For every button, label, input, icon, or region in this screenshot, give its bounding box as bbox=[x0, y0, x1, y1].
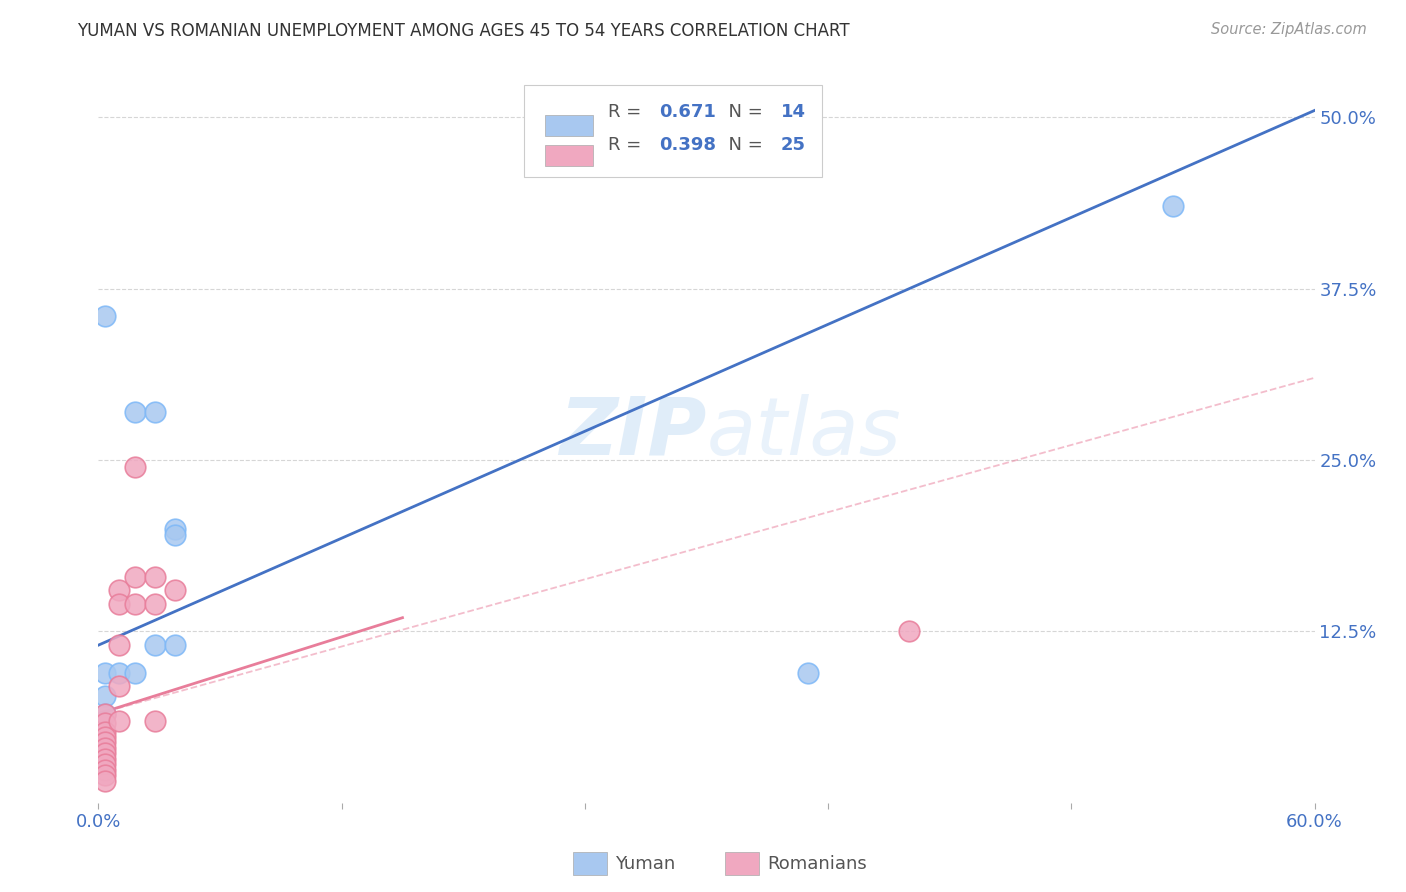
Text: N =: N = bbox=[717, 103, 769, 121]
Point bbox=[143, 714, 166, 728]
Point bbox=[93, 706, 115, 721]
Point bbox=[93, 730, 115, 744]
Point bbox=[93, 665, 115, 680]
Text: Yuman: Yuman bbox=[616, 855, 675, 872]
Text: ZIP: ZIP bbox=[560, 393, 707, 472]
Text: R =: R = bbox=[607, 103, 647, 121]
Point bbox=[107, 714, 129, 728]
Point bbox=[143, 405, 166, 419]
Point bbox=[124, 569, 146, 583]
FancyBboxPatch shape bbox=[544, 145, 593, 166]
Point bbox=[93, 689, 115, 703]
Point bbox=[93, 724, 115, 739]
Point bbox=[93, 747, 115, 761]
Point bbox=[93, 773, 115, 788]
Text: N =: N = bbox=[717, 136, 769, 154]
Text: R =: R = bbox=[607, 136, 647, 154]
FancyBboxPatch shape bbox=[524, 85, 823, 178]
Point bbox=[898, 624, 921, 639]
Point bbox=[165, 528, 187, 542]
Point bbox=[93, 735, 115, 749]
Point bbox=[93, 763, 115, 777]
Text: 0.671: 0.671 bbox=[659, 103, 716, 121]
Text: Source: ZipAtlas.com: Source: ZipAtlas.com bbox=[1211, 22, 1367, 37]
Point bbox=[93, 741, 115, 756]
Point bbox=[107, 665, 129, 680]
Point bbox=[143, 638, 166, 652]
Point bbox=[124, 405, 146, 419]
Text: YUMAN VS ROMANIAN UNEMPLOYMENT AMONG AGES 45 TO 54 YEARS CORRELATION CHART: YUMAN VS ROMANIAN UNEMPLOYMENT AMONG AGE… bbox=[77, 22, 851, 40]
Point bbox=[107, 638, 129, 652]
Text: 0.398: 0.398 bbox=[659, 136, 716, 154]
Point bbox=[143, 597, 166, 611]
Text: 14: 14 bbox=[780, 103, 806, 121]
Point bbox=[124, 459, 146, 474]
Point bbox=[107, 597, 129, 611]
Point bbox=[797, 665, 820, 680]
Point bbox=[93, 757, 115, 772]
Point bbox=[93, 716, 115, 731]
Text: Romanians: Romanians bbox=[768, 855, 868, 872]
Point bbox=[93, 768, 115, 782]
Point bbox=[107, 679, 129, 693]
Point bbox=[143, 569, 166, 583]
Point bbox=[93, 752, 115, 766]
Text: 25: 25 bbox=[780, 136, 806, 154]
Point bbox=[1161, 199, 1184, 213]
Point bbox=[165, 583, 187, 598]
Point bbox=[124, 665, 146, 680]
FancyBboxPatch shape bbox=[724, 853, 759, 875]
Point bbox=[107, 583, 129, 598]
FancyBboxPatch shape bbox=[572, 853, 607, 875]
Point bbox=[93, 706, 115, 721]
Point bbox=[93, 309, 115, 323]
Point bbox=[165, 638, 187, 652]
FancyBboxPatch shape bbox=[544, 115, 593, 136]
Text: atlas: atlas bbox=[707, 393, 901, 472]
Point bbox=[124, 597, 146, 611]
Point bbox=[165, 522, 187, 536]
